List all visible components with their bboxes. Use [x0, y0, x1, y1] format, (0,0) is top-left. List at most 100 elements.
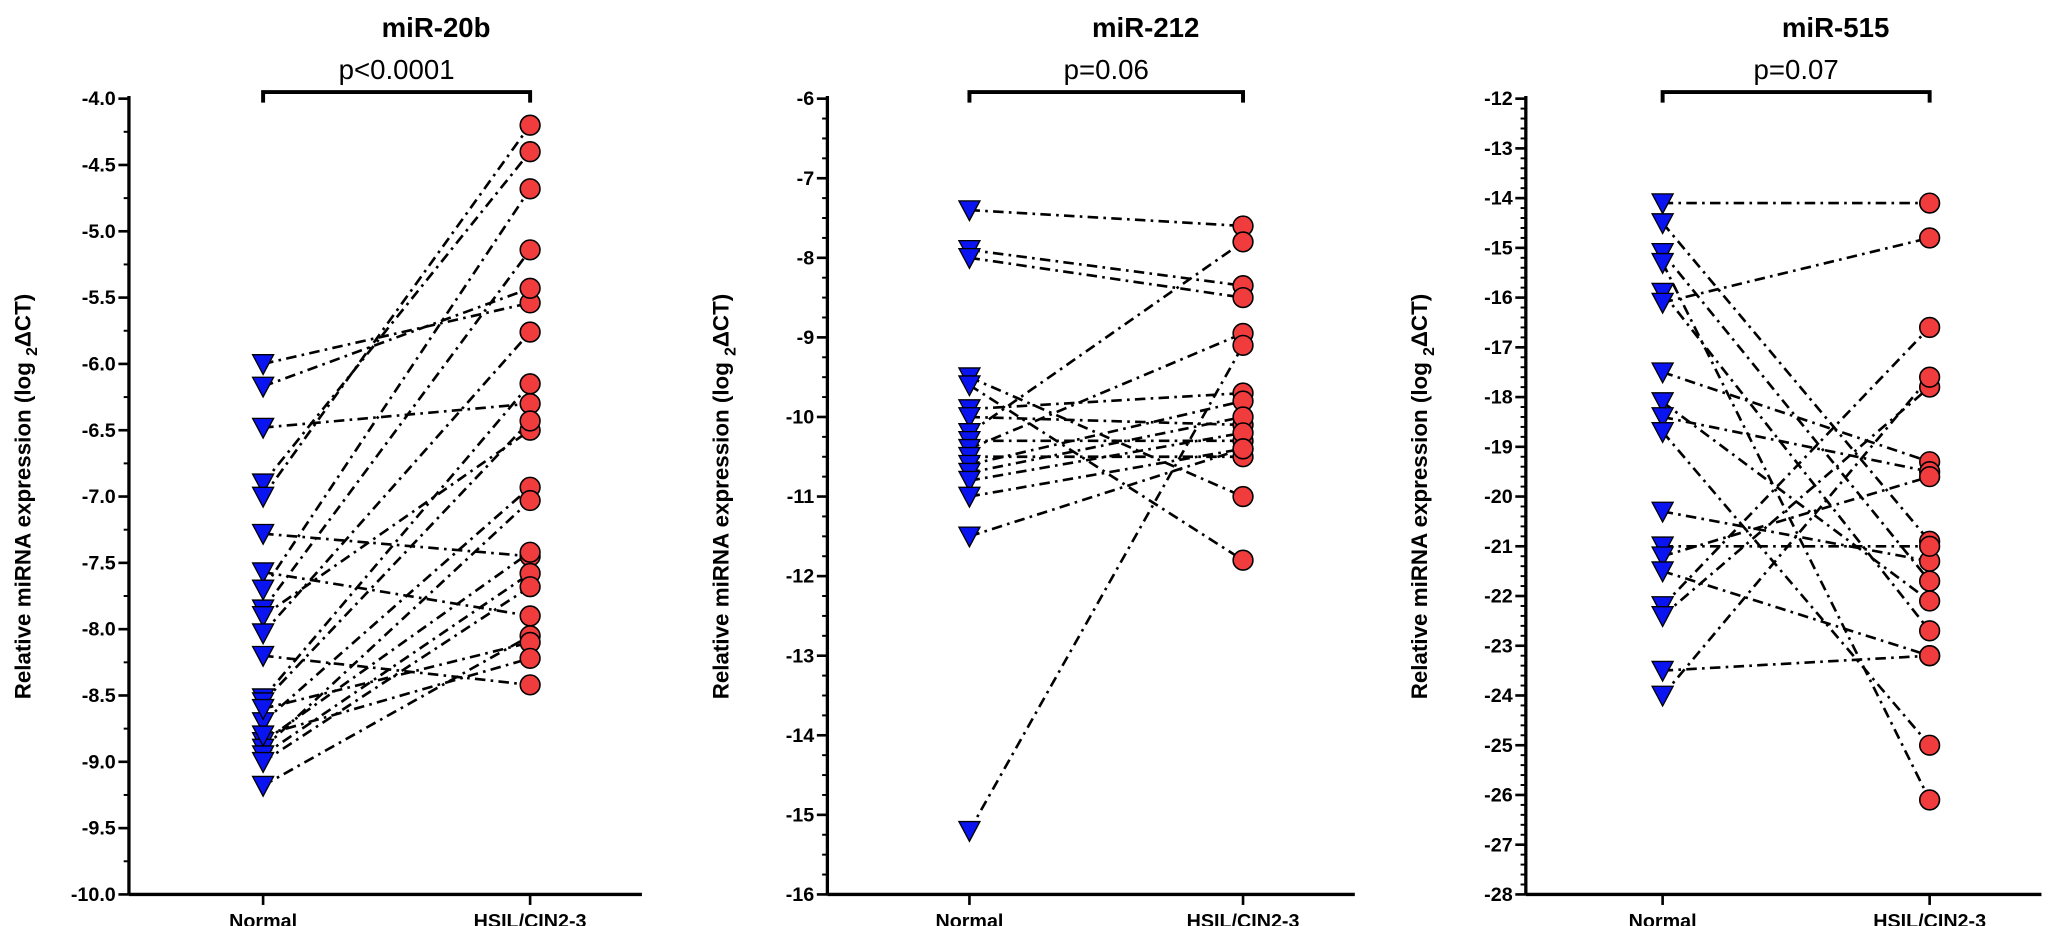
normal-point [1651, 561, 1675, 584]
y-tick-label: -4.5 [82, 155, 116, 177]
y-tick-label: -6 [797, 88, 815, 110]
hsil-point [519, 373, 541, 395]
y-tick-label: -20 [1484, 486, 1513, 508]
pair-line [968, 344, 1245, 832]
panel-title: miR-212 [1092, 12, 1199, 43]
hsil-point [1918, 192, 1941, 214]
y-tick-label: -16 [786, 884, 815, 906]
significance-bracket [1660, 90, 1932, 103]
pair-line [262, 382, 532, 699]
pair-line [969, 391, 1244, 411]
normal-point [1651, 193, 1675, 216]
pair-line [1662, 415, 1930, 473]
y-axis-label-tail: ΔCT) [1407, 294, 1432, 347]
y-tick-label: -18 [1484, 387, 1513, 409]
pair-line [1661, 386, 1931, 617]
y-axis-label-main: Relative miRNA expression (log [1407, 356, 1432, 699]
y-tick-label: -15 [1484, 237, 1513, 259]
hsil-point [1232, 231, 1254, 253]
y-tick-label: -7.5 [82, 552, 116, 574]
pair-line [1661, 326, 1931, 607]
y-axis-label: Relative miRNA expression (log 2ΔCT) [10, 294, 41, 699]
pair-line [969, 447, 1244, 498]
pair-line [968, 240, 1244, 434]
y-tick-label: -6.5 [82, 420, 116, 442]
pair-line [969, 415, 1244, 474]
hsil-point [519, 239, 541, 261]
pair-line [262, 634, 531, 787]
normal-point [957, 470, 982, 493]
pair-line [1661, 222, 1931, 543]
y-tick-label: -12 [1484, 88, 1513, 110]
normal-point [1651, 685, 1675, 708]
y-tick-label: -11 [787, 486, 814, 508]
x-category-label: HSIL/CIN2-3 [1187, 910, 1300, 926]
y-tick-label: -5.5 [82, 287, 116, 309]
normal-point [957, 407, 982, 429]
y-tick-label: -7.0 [82, 486, 116, 508]
y-tick-label: -8.5 [82, 685, 116, 707]
p-value-label: p<0.0001 [339, 54, 455, 85]
y-tick-label: -6.0 [82, 353, 116, 375]
pair-line [1662, 654, 1930, 672]
pair-line [968, 384, 1244, 562]
hsil-point [1918, 465, 1941, 488]
y-tick-label: -27 [1484, 834, 1513, 856]
y-tick-label: -8 [797, 247, 815, 269]
y-tick-label: -12 [786, 566, 815, 588]
y-axis-label: Relative miRNA expression (log 2ΔCT) [709, 294, 740, 699]
hsil-point [519, 605, 541, 627]
pair-line [262, 532, 531, 558]
hsil-point [519, 674, 541, 696]
y-tick-label: -28 [1484, 884, 1513, 906]
panel-mir-20b: miR-20b p<0.0001 -4.0 -4.5 -5.0 -5.5 -6.0 -6.5 -… [10, 12, 642, 926]
normal-point [1651, 407, 1675, 429]
normal-point [1651, 422, 1675, 444]
pair-line [262, 287, 531, 388]
normal-point [251, 698, 275, 721]
y-tick-label: -13 [1484, 138, 1513, 160]
x-category-label: HSIL/CIN2-3 [1873, 910, 1986, 926]
panel-mir-212: miR-212 p=0.06 -6 -7 -8 -9 -10 -11 -12 -13 -14 -15 -… [709, 12, 1355, 926]
y-axis-label-tail: ΔCT) [709, 294, 734, 347]
normal-point [251, 623, 275, 646]
panel-title: miR-515 [1782, 12, 1889, 43]
pair-line [262, 654, 531, 687]
y-tick-label: -4.0 [82, 88, 116, 110]
pair-line [262, 572, 531, 757]
normal-point [1651, 660, 1675, 683]
normal-point [957, 486, 982, 509]
panel-title: miR-20b [382, 12, 491, 43]
y-tick-label: -14 [786, 725, 815, 747]
pair-line [969, 256, 1244, 299]
normal-point [1651, 546, 1675, 569]
hsil-point [1918, 227, 1941, 249]
y-tick-label: -16 [1484, 287, 1513, 309]
hsil-point [1232, 549, 1254, 571]
y-tick-label: -9.5 [82, 818, 116, 840]
hsil-point [519, 576, 541, 598]
normal-point [251, 579, 275, 602]
hsil-point [1918, 366, 1941, 388]
pair-line [262, 551, 531, 743]
normal-point [957, 247, 982, 270]
y-tick-label: -26 [1484, 785, 1513, 807]
pair-line [1661, 376, 1931, 697]
normal-point [251, 606, 275, 628]
y-axis-label-subscript: 2 [722, 347, 739, 356]
p-value-label: p=0.07 [1754, 54, 1839, 85]
y-tick-label: -13 [786, 645, 815, 667]
y-tick-label: -24 [1484, 685, 1513, 707]
normal-point [1651, 292, 1675, 315]
pair-line [968, 332, 1244, 451]
hsil-point [519, 647, 541, 670]
hsil-point [519, 410, 541, 432]
x-category-label: HSIL/CIN2-3 [474, 910, 587, 926]
normal-point [1651, 252, 1675, 275]
normal-point [251, 417, 275, 440]
pair-line [262, 301, 531, 366]
y-tick-label: -17 [1484, 337, 1513, 359]
normal-point [957, 820, 982, 843]
x-category-label: Normal [229, 910, 297, 926]
